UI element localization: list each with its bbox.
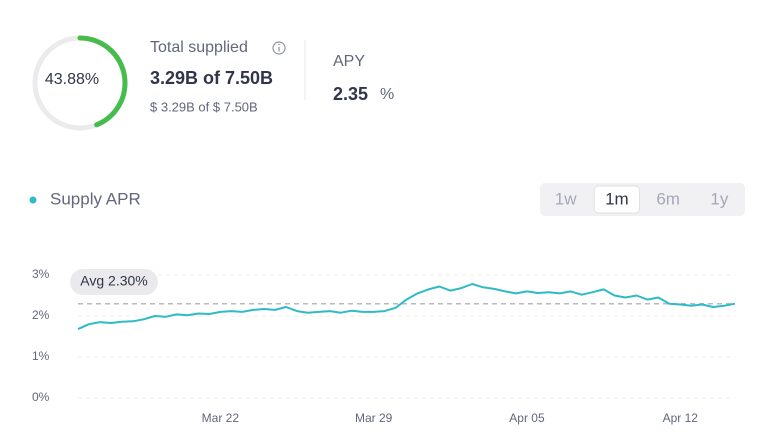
tab-label[interactable]: 1y (710, 189, 728, 208)
avg-label: Avg 2.30% (80, 273, 147, 289)
x-tick-label: Mar 22 (202, 411, 240, 425)
ring-arc (32, 35, 128, 131)
y-tick-label: 0% (32, 390, 50, 404)
tab-label[interactable]: 1w (555, 189, 577, 208)
apy-unit: % (380, 86, 394, 103)
x-tick-label: Apr 05 (509, 411, 545, 425)
x-tick-label: Mar 29 (355, 411, 393, 425)
avg-badge (70, 269, 158, 295)
y-tick-label: 1% (32, 349, 50, 363)
line-series (77, 283, 736, 331)
info-icon[interactable] (272, 41, 286, 55)
total-supplied-label: Total supplied (150, 39, 248, 56)
y-tick-label: 2% (32, 308, 50, 322)
apy-value: 2.35 (333, 84, 368, 104)
y-tick-label: 3% (32, 267, 50, 281)
apy-label: APY (333, 53, 365, 70)
legend-dot (29, 196, 37, 204)
tab[interactable] (593, 185, 640, 214)
total-supplied-usd: $ 3.29B of $ 7.50B (150, 99, 258, 114)
legend-label: Supply APR (50, 189, 141, 208)
x-tick-label: Apr 12 (663, 411, 699, 425)
tab-bar (540, 183, 745, 216)
ring-label: 43.88% (45, 71, 99, 88)
tab-label[interactable]: 1m (605, 189, 629, 208)
total-supplied-amount: 3.29B of 7.50B (150, 68, 273, 88)
tab-label[interactable]: 6m (656, 189, 680, 208)
